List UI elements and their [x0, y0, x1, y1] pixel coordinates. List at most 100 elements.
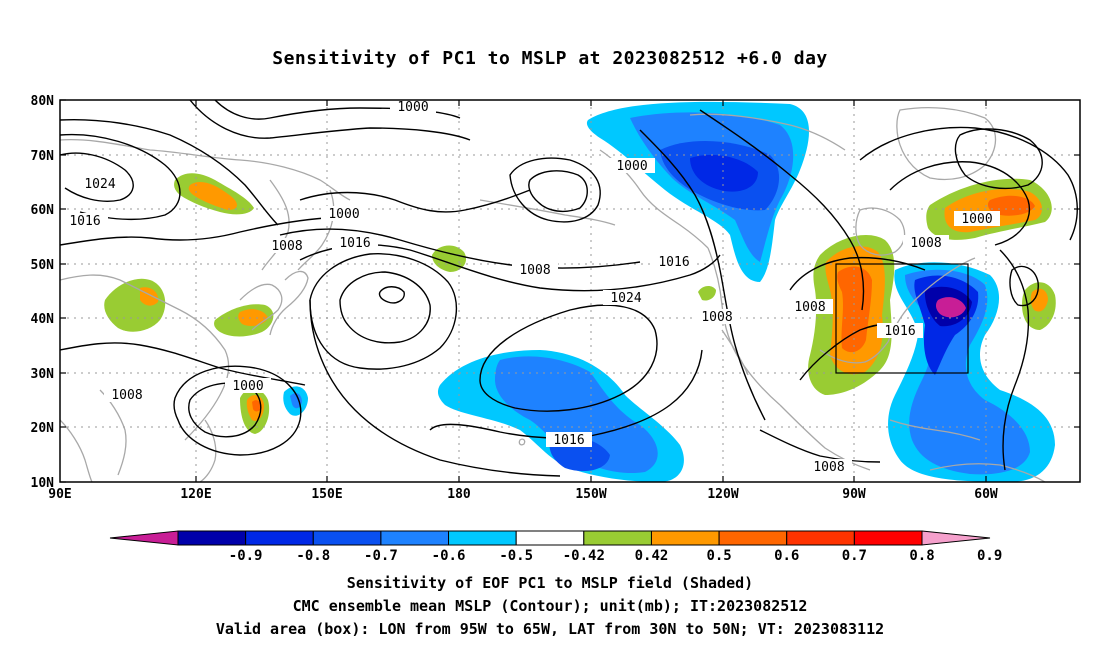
contour-1008-siberia [60, 217, 326, 246]
contour-label: 1008 [104, 387, 150, 403]
svg-text:1000: 1000 [961, 212, 992, 227]
lon-tick-label: 120W [707, 487, 738, 502]
coast-gulf [819, 341, 889, 364]
svg-text:1016: 1016 [658, 255, 689, 270]
negative-region-pacific-inner [495, 356, 658, 474]
contour-1016-north [60, 118, 279, 226]
coast-hudson [855, 207, 906, 256]
coast-india [60, 419, 93, 482]
contour-1024-pacific [479, 304, 658, 412]
colorbar-label: 0.6 [774, 548, 799, 564]
longitude-labels: 90E 120E 150E 180 150W 120W 90W 60W [48, 487, 998, 502]
svg-text:1000: 1000 [397, 100, 428, 115]
contour-label: 1008 [512, 262, 558, 278]
contour-1008-ne [859, 126, 1078, 241]
svg-text:1000: 1000 [616, 159, 647, 174]
svg-text:1008: 1008 [794, 300, 825, 315]
coast-japan [269, 270, 309, 336]
lon-tick-label: 120E [180, 487, 211, 502]
colorbar-label: -0.5 [499, 548, 533, 564]
coast-hawaii [518, 438, 526, 446]
contour-label: 1016 [651, 254, 697, 270]
colorbar-max-triangle [921, 530, 991, 546]
lat-tick-label: 70N [31, 149, 55, 164]
lon-tick-label: 150E [311, 487, 342, 502]
colorbar-label: -0.8 [296, 548, 330, 564]
colorbar-label: 0.7 [842, 548, 867, 564]
colorbar-label: -0.6 [432, 548, 466, 564]
svg-text:1016: 1016 [553, 433, 584, 448]
svg-text:1000: 1000 [232, 379, 263, 394]
lon-tick-label: 180 [447, 487, 471, 502]
colorbar-label: 0.9 [977, 548, 1002, 564]
colorbar-swatch [380, 530, 450, 546]
positive-region-california [698, 286, 716, 301]
contour-1008-wpac [60, 342, 306, 386]
svg-text:1008: 1008 [111, 388, 142, 403]
positive-region-philippine-sea-core [252, 400, 261, 412]
contour-label: 1008 [694, 309, 740, 325]
colorbar-label: 0.5 [706, 548, 731, 564]
positive-region-asia-north-core [188, 181, 237, 210]
coast-mexico [779, 404, 871, 471]
svg-text:1016: 1016 [69, 214, 100, 229]
svg-text:1024: 1024 [84, 177, 115, 192]
contour-label: 1016 [546, 432, 592, 448]
contour-1008-mexico [759, 429, 881, 463]
contour-label: 1000 [390, 99, 436, 115]
colorbar-swatch [177, 530, 247, 546]
contour-1008-na [699, 109, 865, 311]
colorbar-label: -0.42 [563, 548, 605, 564]
coast-south-america [929, 463, 1046, 482]
contour-1024-siberia [60, 152, 134, 202]
contour-1016-subtropics [309, 299, 561, 477]
contour-label: 1000 [954, 211, 1000, 227]
lat-tick-label: 80N [31, 94, 55, 109]
latitude-labels: 80N 70N 60N 50N 40N 30N 20N 10N [31, 94, 55, 491]
positive-region-northatlantic-core [987, 195, 1035, 216]
colorbar-label: -0.7 [364, 548, 398, 564]
contour-label: 1008 [903, 235, 949, 251]
contour-label: 1024 [77, 176, 123, 192]
caption-contour: CMC ensemble mean MSLP (Contour); unit(m… [292, 597, 808, 615]
lon-tick-label: 150W [575, 487, 606, 502]
contour-1032-center [378, 286, 405, 304]
contour-1016-atlantic [999, 249, 1030, 471]
coastlines [60, 106, 1046, 482]
svg-text:1016: 1016 [339, 236, 370, 251]
coast-canada-arctic [689, 113, 846, 151]
contour-label: 1016 [332, 235, 378, 251]
contour-1008-gulf-alaska [509, 157, 601, 223]
colorbar-swatch [786, 530, 855, 546]
colorbar: -0.9 -0.8 -0.7 -0.6 -0.5 -0.42 0.42 0.5 0.6 0.7 0.… [109, 530, 1002, 564]
contour-label: 1024 [603, 290, 649, 306]
contour-1000-ne [889, 161, 1030, 246]
positive-region-japan-core [238, 309, 268, 326]
contour-label: 1008 [806, 459, 852, 475]
contour-1000-bering [299, 189, 531, 213]
svg-text:1008: 1008 [519, 263, 550, 278]
colorbar-swatch [448, 530, 517, 546]
lat-tick-label: 60N [31, 203, 55, 218]
colorbar-swatch [650, 530, 720, 546]
contour-1016-siberia [60, 133, 181, 220]
contour-label: 1016 [62, 213, 108, 229]
coast-siberia-east [261, 179, 290, 271]
colorbar-swatch [515, 530, 585, 546]
coast-aleutians [479, 199, 616, 226]
lat-tick-label: 10N [31, 476, 55, 491]
contour-1024-pacific-high-west [339, 271, 431, 344]
negative-region-pacific-small-core [290, 393, 302, 409]
coast-eastcoast-na [887, 257, 976, 343]
colorbar-swatch [853, 530, 923, 546]
svg-text:1024: 1024 [610, 291, 641, 306]
map-title: Sensitivity of PC1 to MSLP at 2023082512… [272, 48, 828, 69]
svg-text:1016: 1016 [884, 324, 915, 339]
coast-philippines [199, 419, 217, 482]
colorbar-label: 0.42 [635, 548, 669, 564]
lat-tick-label: 20N [31, 421, 55, 436]
contour-1016-pacific-high [309, 253, 458, 370]
contour-label: 1008 [264, 238, 310, 254]
svg-text:1008: 1008 [910, 236, 941, 251]
